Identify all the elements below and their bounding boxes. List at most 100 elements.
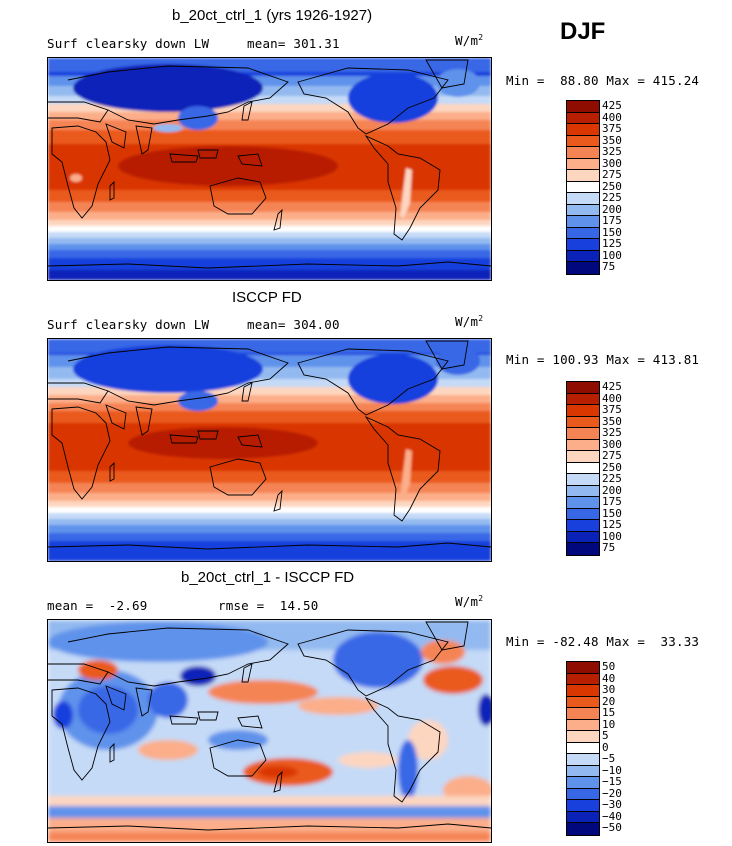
colorbar-tick-label: 400 [602,391,622,405]
panel1-colorbar [566,100,600,275]
colorbar-cell [567,742,599,754]
colorbar-cell [567,765,599,777]
colorbar-cell [567,382,599,394]
colorbar-tick-label: −40 [602,809,622,823]
colorbar-cell [567,112,599,124]
colorbar-tick-label: 300 [602,437,622,451]
colorbar-cell [567,462,599,474]
colorbar-cell [567,216,599,228]
colorbar-tick-label: −20 [602,786,622,800]
colorbar-tick-label: 75 [602,260,616,273]
panel1-variable: Surf clearsky down LW [47,36,210,51]
panel3-units: W/m2 [455,594,484,610]
colorbar-tick-label: 200 [602,202,622,216]
panel1-title: b_20ct_ctrl_1 (yrs 1926-1927) [172,7,373,24]
colorbar-cell [567,696,599,708]
panel1-minmax: Min = 88.80 Max = 415.24 [506,73,700,88]
colorbar-cell [567,101,599,113]
panel2-title: ISCCP FD [232,289,302,306]
colorbar-cell [567,543,599,555]
colorbar-cell [567,823,599,835]
colorbar-cell [567,135,599,147]
colorbar-cell [567,428,599,440]
colorbar-tick-label: −15 [602,775,622,788]
colorbar-tick-label: 125 [602,518,622,531]
panel2-colorbar [566,381,600,556]
colorbar-tick-label: 325 [602,426,622,439]
colorbar-tick-label: 175 [602,214,622,227]
colorbar-tick-label: 350 [602,133,622,147]
colorbar-tick-label: 425 [602,380,622,393]
colorbar-cell [567,800,599,812]
colorbar-cell [567,393,599,405]
colorbar-tick-label: 325 [602,145,622,158]
colorbar-tick-label: 225 [602,191,622,204]
colorbar-cell [567,124,599,136]
colorbar-cell [567,204,599,216]
colorbar-cell [567,262,599,274]
season-label: DJF [560,18,606,45]
colorbar-cell [567,731,599,743]
colorbar-cell [567,508,599,520]
colorbar-tick-label: −5 [602,752,616,765]
colorbar-cell [567,439,599,451]
colorbar-tick-label: −10 [602,763,622,777]
colorbar-tick-label: 30 [602,683,616,696]
colorbar-cell [567,170,599,182]
panel3-minmax: Min = -82.48 Max = 33.33 [506,634,700,649]
colorbar-cell [567,405,599,417]
panel3-title: b_20ct_ctrl_1 - ISCCP FD [181,569,355,586]
colorbar-tick-label: 50 [602,660,616,673]
colorbar-tick-label: 300 [602,156,622,170]
colorbar-tick-label: 200 [602,483,622,497]
colorbar-cell [567,416,599,428]
panel1-map [47,57,492,281]
colorbar-tick-label: 375 [602,403,622,416]
colorbar-cell [567,719,599,731]
panel2-minmax: Min = 100.93 Max = 413.81 [506,352,700,367]
colorbar-cell [567,497,599,509]
colorbar-cell [567,754,599,766]
colorbar-tick-label: 0 [602,740,609,754]
colorbar-tick-label: 125 [602,237,622,250]
panel3-map [47,619,492,843]
colorbar-cell [567,531,599,543]
colorbar-tick-label: 100 [602,248,622,262]
colorbar-tick-label: 250 [602,460,622,474]
colorbar-cell [567,227,599,239]
colorbar-cell [567,662,599,674]
colorbar-tick-label: 350 [602,414,622,428]
colorbar-cell [567,451,599,463]
colorbar-tick-label: 75 [602,541,616,554]
colorbar-cell [567,474,599,486]
panel1-units: W/m2 [455,33,484,49]
colorbar-cell [567,520,599,532]
colorbar-cell [567,193,599,205]
colorbar-tick-label: 275 [602,168,622,181]
colorbar-cell [567,788,599,800]
colorbar-tick-label: 425 [602,99,622,112]
panel2-map [47,338,492,562]
colorbar-cell [567,239,599,251]
colorbar-cell [567,685,599,697]
panel2-variable: Surf clearsky down LW [47,317,210,332]
colorbar-tick-label: 10 [602,717,616,731]
panel3-rmse: rmse = 14.50 [218,598,319,613]
colorbar-tick-label: 5 [602,729,609,742]
colorbar-cell [567,147,599,159]
colorbar-tick-label: 275 [602,449,622,462]
colorbar-tick-label: 400 [602,110,622,124]
colorbar-tick-label: 375 [602,122,622,135]
panel3-mean: mean = -2.69 [47,598,148,613]
colorbar-tick-label: 20 [602,694,616,708]
colorbar-tick-label: 150 [602,225,622,239]
colorbar-tick-label: 250 [602,179,622,193]
colorbar-cell [567,250,599,262]
colorbar-tick-label: 100 [602,529,622,543]
panel1-mean: mean= 301.31 [247,36,340,51]
colorbar-cell [567,811,599,823]
colorbar-cell [567,158,599,170]
colorbar-cell [567,181,599,193]
colorbar-tick-label: 175 [602,495,622,508]
colorbar-cell [567,485,599,497]
